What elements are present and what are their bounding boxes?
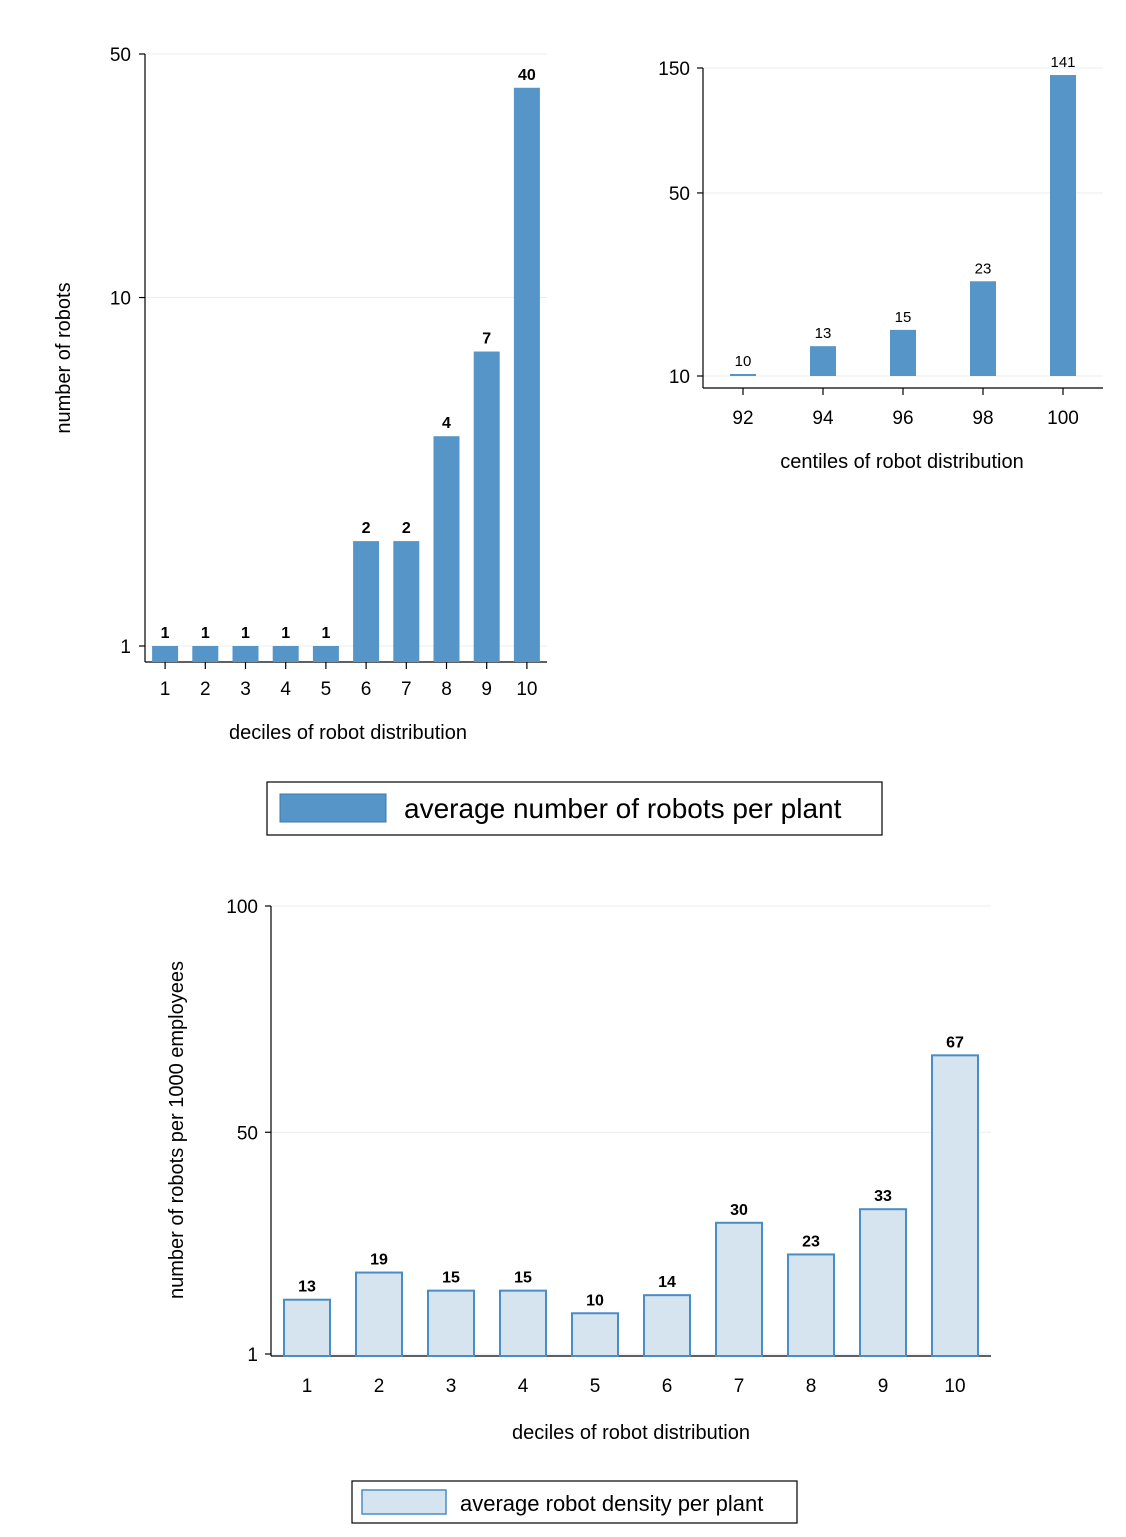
- chart3-data-label: 67: [946, 1034, 964, 1051]
- chart2-x-tick-label: 98: [972, 408, 993, 429]
- chart3-x-tick-label: 5: [590, 1376, 601, 1397]
- chart1-x-tick-label: 2: [200, 679, 211, 700]
- chart2-data-label: 15: [895, 309, 912, 326]
- chart-robots-by-decile: number of robots deciles of robot distri…: [53, 45, 547, 744]
- chart1-bar: [152, 646, 179, 662]
- chart1-y-tick-label: 1: [120, 637, 131, 658]
- chart2-bar: [890, 329, 916, 376]
- chart3-x-tick-label: 7: [734, 1376, 745, 1397]
- chart1-bar: [232, 646, 259, 662]
- chart1-bar: [353, 541, 380, 662]
- chart1-x-tick-label: 5: [321, 679, 332, 700]
- chart1-x-axis-title: deciles of robot distribution: [229, 722, 467, 744]
- chart1-bar: [473, 351, 500, 662]
- chart3-data-label: 15: [514, 1270, 532, 1287]
- chart1-data-label: 40: [518, 67, 536, 84]
- chart1-data-label: 1: [201, 625, 210, 642]
- chart1-bar: [272, 646, 299, 662]
- chart3-y-tick-label: 50: [237, 1123, 258, 1144]
- chart3-bar: [571, 1312, 619, 1357]
- legend-bottom: average robot density per plant: [351, 1480, 798, 1524]
- chart3-data-label: 13: [298, 1279, 316, 1296]
- chart2-data-label: 141: [1050, 54, 1075, 71]
- chart3-data-label: 10: [586, 1292, 604, 1309]
- chart1-data-label: 1: [321, 625, 330, 642]
- chart2-x-axis-title: centiles of robot distribution: [780, 451, 1023, 473]
- chart2-y-tick-label: 150: [658, 59, 690, 80]
- chart3-bar: [499, 1289, 547, 1358]
- chart3-bar: [643, 1294, 691, 1358]
- chart2-bar: [730, 374, 756, 376]
- chart2-x-tick-label: 94: [812, 408, 834, 429]
- chart3-bar: [355, 1271, 403, 1357]
- chart1-x-tick-label: 1: [160, 679, 171, 700]
- chart2-bar: [1050, 75, 1076, 376]
- chart2-bar: [970, 281, 996, 376]
- chart1-y-tick-label: 50: [110, 45, 131, 66]
- chart1-data-label: 1: [281, 625, 290, 642]
- chart1-bar: [513, 87, 540, 662]
- chart-robot-density-by-decile: number of robots per 1000 employees deci…: [166, 897, 991, 1444]
- chart1-x-tick-label: 8: [441, 679, 452, 700]
- chart3-bar: [787, 1253, 835, 1358]
- chart3-x-tick-label: 6: [662, 1376, 673, 1397]
- chart-robots-by-centile: centiles of robot distribution 10 50 150 10…: [658, 54, 1103, 473]
- legend-bottom-swatch: [361, 1489, 447, 1515]
- chart3-x-tick-label: 1: [302, 1376, 313, 1397]
- chart3-bar: [427, 1289, 475, 1358]
- chart2-x-tick-label: 96: [892, 408, 913, 429]
- chart3-data-label: 33: [874, 1188, 892, 1205]
- chart1-x-tick-label: 6: [361, 679, 372, 700]
- chart1-x-tick-label: 4: [280, 679, 291, 700]
- chart2-y-tick-label: 50: [669, 184, 690, 205]
- chart3-bar: [715, 1221, 763, 1358]
- chart3-data-label: 19: [370, 1252, 388, 1269]
- chart3-x-axis-title: deciles of robot distribution: [512, 1422, 750, 1444]
- legend-top-label: average number of robots per plant: [404, 793, 842, 824]
- chart1-data-label: 1: [161, 625, 170, 642]
- chart1-data-label: 2: [402, 520, 411, 537]
- chart2-x-tick-label: 92: [732, 408, 753, 429]
- chart1-data-label: 1: [241, 625, 250, 642]
- chart3-bar: [283, 1298, 331, 1358]
- chart3-y-axis-title: number of robots per 1000 employees: [166, 961, 188, 1299]
- chart1-x-tick-label: 3: [240, 679, 251, 700]
- legend-top-swatch: [279, 793, 387, 823]
- chart2-y-tick-label: 10: [669, 367, 690, 388]
- chart1-y-tick-label: 10: [110, 289, 131, 310]
- chart2-data-label: 13: [815, 325, 832, 342]
- chart2-bar: [810, 346, 836, 376]
- chart3-y-tick-label: 1: [247, 1345, 258, 1366]
- chart3-data-label: 23: [802, 1233, 820, 1250]
- chart3-data-label: 15: [442, 1270, 460, 1287]
- chart3-x-tick-label: 4: [518, 1376, 529, 1397]
- chart3-bar: [931, 1054, 979, 1358]
- chart1-data-label: 7: [482, 331, 491, 348]
- chart1-x-tick-label: 10: [516, 679, 537, 700]
- chart2-data-label: 10: [735, 353, 752, 370]
- chart3-bar: [859, 1208, 907, 1357]
- chart1-x-tick-label: 9: [481, 679, 492, 700]
- chart1-x-tick-label: 7: [401, 679, 412, 700]
- chart1-bar: [312, 646, 339, 662]
- chart3-x-tick-label: 3: [446, 1376, 457, 1397]
- chart3-x-tick-label: 10: [944, 1376, 965, 1397]
- legend-bottom-label: average robot density per plant: [460, 1491, 763, 1516]
- chart2-x-tick-label: 100: [1047, 408, 1079, 429]
- chart1-bar: [192, 646, 219, 662]
- chart3-x-tick-label: 2: [374, 1376, 385, 1397]
- chart1-bar: [393, 541, 420, 662]
- chart1-y-axis-title: number of robots: [53, 282, 75, 433]
- chart1-bar: [433, 436, 460, 662]
- chart1-data-label: 4: [442, 415, 451, 432]
- chart3-data-label: 30: [730, 1202, 748, 1219]
- chart3-y-tick-label: 100: [226, 897, 258, 918]
- legend-top: average number of robots per plant: [266, 781, 883, 836]
- chart3-data-label: 14: [658, 1274, 676, 1291]
- chart1-data-label: 2: [362, 520, 371, 537]
- chart2-data-label: 23: [975, 260, 992, 277]
- chart3-x-tick-label: 8: [806, 1376, 817, 1397]
- chart3-x-tick-label: 9: [878, 1376, 889, 1397]
